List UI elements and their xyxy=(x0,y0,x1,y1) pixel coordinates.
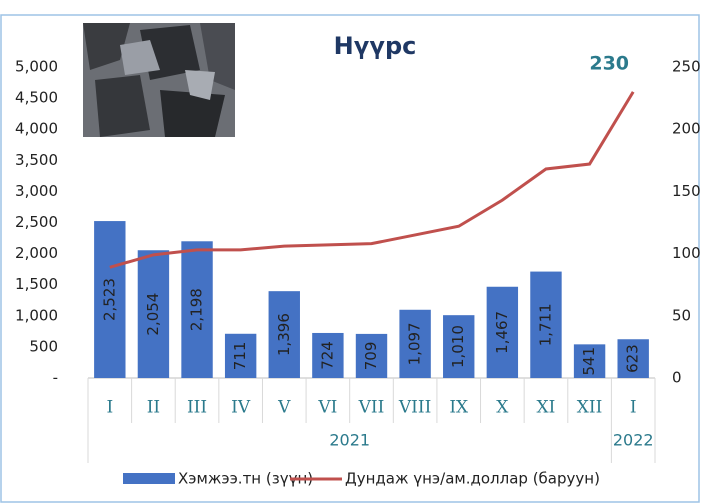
x-tick-label: VII xyxy=(358,398,385,418)
group-label: 2021 xyxy=(329,431,370,450)
x-tick-label: X xyxy=(496,398,509,418)
bar-value-label: 2,198 xyxy=(188,288,206,331)
bar-value-label: 724 xyxy=(318,341,336,370)
bar-value-label: 623 xyxy=(624,344,642,373)
bar-value-label: 709 xyxy=(362,342,380,371)
x-tick-label: IV xyxy=(231,398,251,418)
bar-value-label: 1,467 xyxy=(493,311,511,354)
y-tick-label: 3,000 xyxy=(15,182,58,200)
bar-value-label: 2,054 xyxy=(144,293,162,336)
y-tick-label: 5,000 xyxy=(15,58,58,76)
y2-tick-label: 200 xyxy=(672,120,701,138)
y-tick-label: 4,000 xyxy=(15,120,58,138)
y-tick-label: 2,500 xyxy=(15,213,58,231)
y2-tick-label: 250 xyxy=(672,58,701,76)
bar-value-label: 711 xyxy=(231,342,249,371)
legend-swatch xyxy=(123,473,175,484)
bar-value-label: 1,097 xyxy=(406,322,424,365)
x-tick-label: I xyxy=(106,398,113,418)
x-tick-label: V xyxy=(277,398,291,418)
chart: Нүүрс -5001,0001,5002,0002,5003,0003,500… xyxy=(0,0,702,504)
bar-value-label: 2,523 xyxy=(100,278,118,321)
y-tick-label: - xyxy=(53,369,58,387)
x-tick-label: XI xyxy=(537,398,556,418)
x-tick-label: VI xyxy=(317,398,337,418)
y-tick-label: 4,500 xyxy=(15,89,58,107)
y-tick-label: 1,000 xyxy=(15,306,58,324)
x-tick-label: IX xyxy=(449,398,469,418)
y-tick-label: 3,500 xyxy=(15,151,58,169)
y-tick-label: 500 xyxy=(29,337,58,355)
coal-image xyxy=(83,23,235,137)
x-tick-label: III xyxy=(187,398,207,418)
bar-value-label: 1,711 xyxy=(536,303,554,346)
y-tick-label: 1,500 xyxy=(15,275,58,293)
x-tick-label: I xyxy=(630,398,637,418)
y2-tick-label: 100 xyxy=(672,244,701,262)
legend-label: Дундаж үнэ/ам.доллар (баруун) xyxy=(345,470,600,488)
y2-tick-label: 50 xyxy=(672,306,691,324)
line-end-label: 230 xyxy=(589,52,629,74)
chart-title: Нүүрс xyxy=(334,32,417,60)
bar-value-label: 1,010 xyxy=(449,325,467,368)
y2-tick-label: 0 xyxy=(672,369,682,387)
bar-value-label: 1,396 xyxy=(275,313,293,356)
x-tick-label: VIII xyxy=(398,398,431,418)
group-label: 2022 xyxy=(613,431,654,450)
x-tick-label: XII xyxy=(577,398,603,418)
y-tick-label: 2,000 xyxy=(15,244,58,262)
bar-value-label: 541 xyxy=(580,347,598,376)
y2-tick-label: 150 xyxy=(672,182,701,200)
x-tick-label: II xyxy=(147,398,160,418)
